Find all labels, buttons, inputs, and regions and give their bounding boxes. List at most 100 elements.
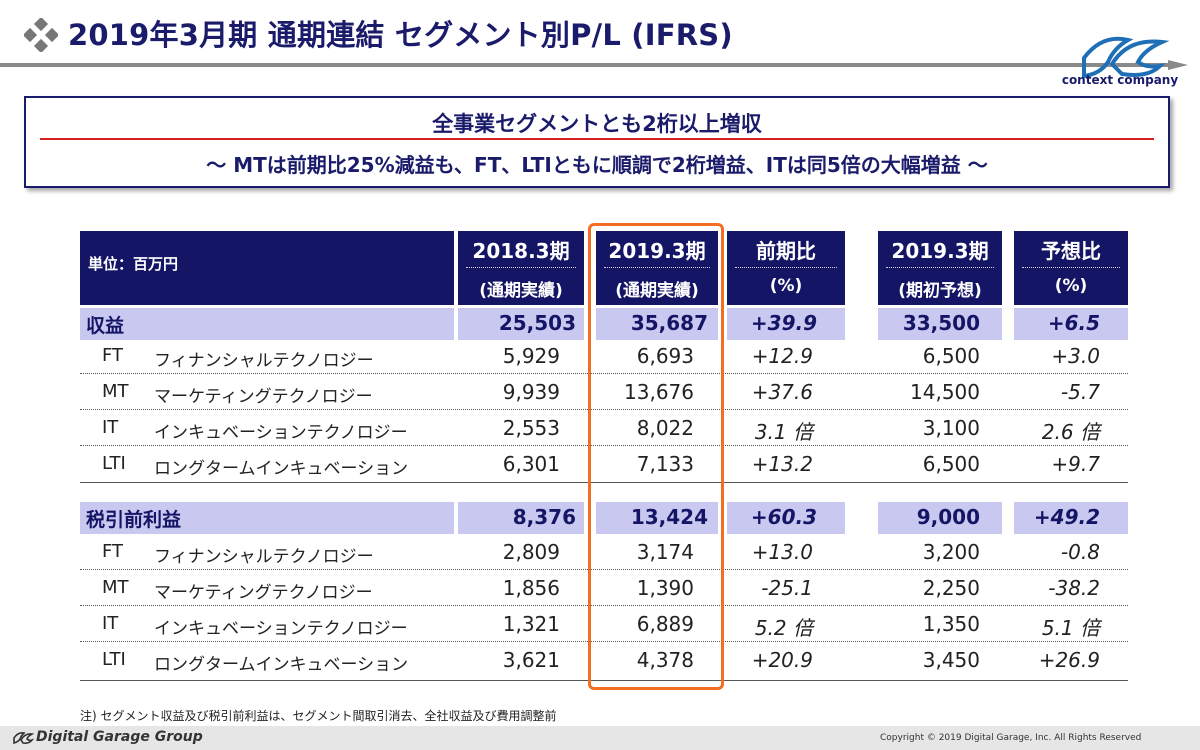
summary-box: 全事業セグメントとも2桁以上増収 ～ MTは前期比25%減益も、FT、LTIとも… (24, 96, 1170, 188)
value-forecast: 3,200 (922, 540, 980, 564)
band-cell (727, 308, 845, 340)
revenue-total-forecast: 33,500 (902, 311, 980, 335)
value-2018: 3,621 (502, 648, 560, 672)
column-header-sub: (%) (769, 276, 803, 296)
value-forecast: 6,500 (922, 452, 980, 476)
summary-subline: ～ MTは前期比25%減益も、FT、LTIともに順調で2桁増益、ITは同5倍の大… (206, 153, 988, 177)
title-bar: 2019年3月期 通期連結 セグメント別P/L (IFRS) (0, 0, 1200, 62)
segment-name: ロングタームインキュベーション (154, 459, 409, 479)
row-divider (80, 569, 1128, 570)
value-yoy: +20.9 (751, 648, 813, 672)
profit-total-2018: 8,376 (512, 505, 576, 529)
value-2019: 6,889 (636, 612, 694, 636)
value-2018: 1,321 (502, 612, 560, 636)
segment-code: IT (102, 417, 119, 438)
row-divider (80, 373, 1128, 374)
dg-footer-logo-icon (13, 732, 34, 745)
value-yoy: +13.2 (751, 452, 813, 476)
header-divider (886, 267, 994, 268)
band-cell (727, 502, 845, 534)
band-cell (458, 502, 584, 534)
row-divider (80, 445, 1128, 446)
segment-name: マーケティングテクノロジー (154, 583, 373, 603)
value-forecast: 3,100 (922, 416, 980, 440)
band-cell (596, 308, 718, 340)
diamond-bullet-icon (24, 18, 58, 52)
profit-total-label: 税引前利益 (86, 509, 182, 531)
value-vs-forecast: +26.9 (1038, 648, 1100, 672)
value-vs-forecast: -38.2 (1048, 576, 1100, 600)
band-cell (596, 502, 718, 534)
value-yoy: +12.9 (751, 344, 813, 368)
column-header-sub: (期初予想) (898, 281, 982, 301)
row-divider (80, 605, 1128, 606)
value-2018: 5,929 (502, 344, 560, 368)
profit-total-forecast: 9,000 (916, 505, 980, 529)
title-underline-arrow (0, 60, 1188, 70)
revenue-total-2019: 35,687 (630, 311, 708, 335)
value-2018: 2,809 (502, 540, 560, 564)
value-vs-forecast: +3.0 (1051, 344, 1100, 368)
header-divider (1022, 267, 1120, 268)
column-header-sub: (通期実績) (479, 281, 563, 301)
band-cell (878, 308, 1002, 340)
segment-name: インキュベーションテクノロジー (154, 423, 408, 443)
header-divider (735, 267, 837, 268)
segment-name: フィナンシャルテクノロジー (154, 547, 374, 567)
column-header-yoy: 前期比 (%) (727, 231, 845, 305)
footer-company-name: Digital Garage Group (36, 729, 203, 745)
column-header-2018-actual: 2018.3期 (通期実績) (458, 231, 584, 305)
column-header-2019-actual: 2019.3期 (通期実績) (596, 231, 718, 305)
value-2018: 6,301 (502, 452, 560, 476)
value-2019: 3,174 (636, 540, 694, 564)
value-forecast: 3,450 (922, 648, 980, 672)
value-2018: 9,939 (502, 380, 560, 404)
row-divider (80, 641, 1128, 642)
value-2019: 1,390 (636, 576, 694, 600)
value-yoy: 3.1 倍 (754, 420, 813, 444)
unit-label: 単位：百万円 (88, 255, 179, 273)
summary-headline: 全事業セグメントとも2桁以上増収 (432, 112, 762, 136)
dg-logo-icon (1082, 36, 1170, 79)
value-forecast: 2,250 (922, 576, 980, 600)
segment-code: LTI (102, 649, 126, 670)
value-2019: 8,022 (636, 416, 694, 440)
table-bottom-rule (80, 680, 1128, 681)
copyright-text: Copyright © 2019 Digital Garage, Inc. Al… (880, 733, 1142, 743)
segment-code: IT (102, 613, 119, 634)
page-title: 2019年3月期 通期連結 セグメント別P/L (IFRS) (68, 18, 733, 52)
segment-name: フィナンシャルテクノロジー (154, 351, 374, 371)
header-divider (466, 267, 576, 268)
current-year-highlight (588, 223, 724, 690)
value-vs-forecast: 5.1 倍 (1041, 616, 1100, 640)
column-header-sub: (%) (1054, 276, 1088, 296)
revenue-total-label-cell (80, 308, 454, 340)
value-forecast: 14,500 (910, 380, 980, 404)
segment-code: MT (102, 577, 129, 598)
value-vs-forecast: +9.7 (1051, 452, 1100, 476)
value-vs-forecast: 2.6 倍 (1041, 420, 1100, 444)
profit-total-2019: 13,424 (630, 505, 708, 529)
section-divider (80, 482, 1128, 483)
value-yoy: 5.2 倍 (754, 616, 813, 640)
segment-code: FT (102, 541, 124, 562)
value-vs-forecast: -5.7 (1060, 380, 1100, 404)
value-2019: 13,676 (624, 380, 694, 404)
value-yoy: -25.1 (761, 576, 813, 600)
profit-total-vs-forecast: +49.2 (1033, 505, 1100, 529)
revenue-total-label: 収益 (86, 315, 125, 337)
segment-name: インキュベーションテクノロジー (154, 619, 408, 639)
value-yoy: +37.6 (751, 380, 813, 404)
unit-header-cell: 単位：百万円 (80, 231, 454, 305)
band-cell (1014, 308, 1128, 340)
column-header-top: 予想比 (1041, 239, 1101, 263)
value-yoy: +13.0 (751, 540, 813, 564)
value-2019: 6,693 (636, 344, 694, 368)
segment-code: FT (102, 345, 124, 366)
value-forecast: 1,350 (922, 612, 980, 636)
segment-code: LTI (102, 453, 126, 474)
column-header-2019-forecast: 2019.3期 (期初予想) (878, 231, 1002, 305)
band-cell (878, 502, 1002, 534)
column-header-vs-forecast: 予想比 (%) (1014, 231, 1128, 305)
revenue-total-vs-forecast: +6.5 (1047, 311, 1100, 335)
